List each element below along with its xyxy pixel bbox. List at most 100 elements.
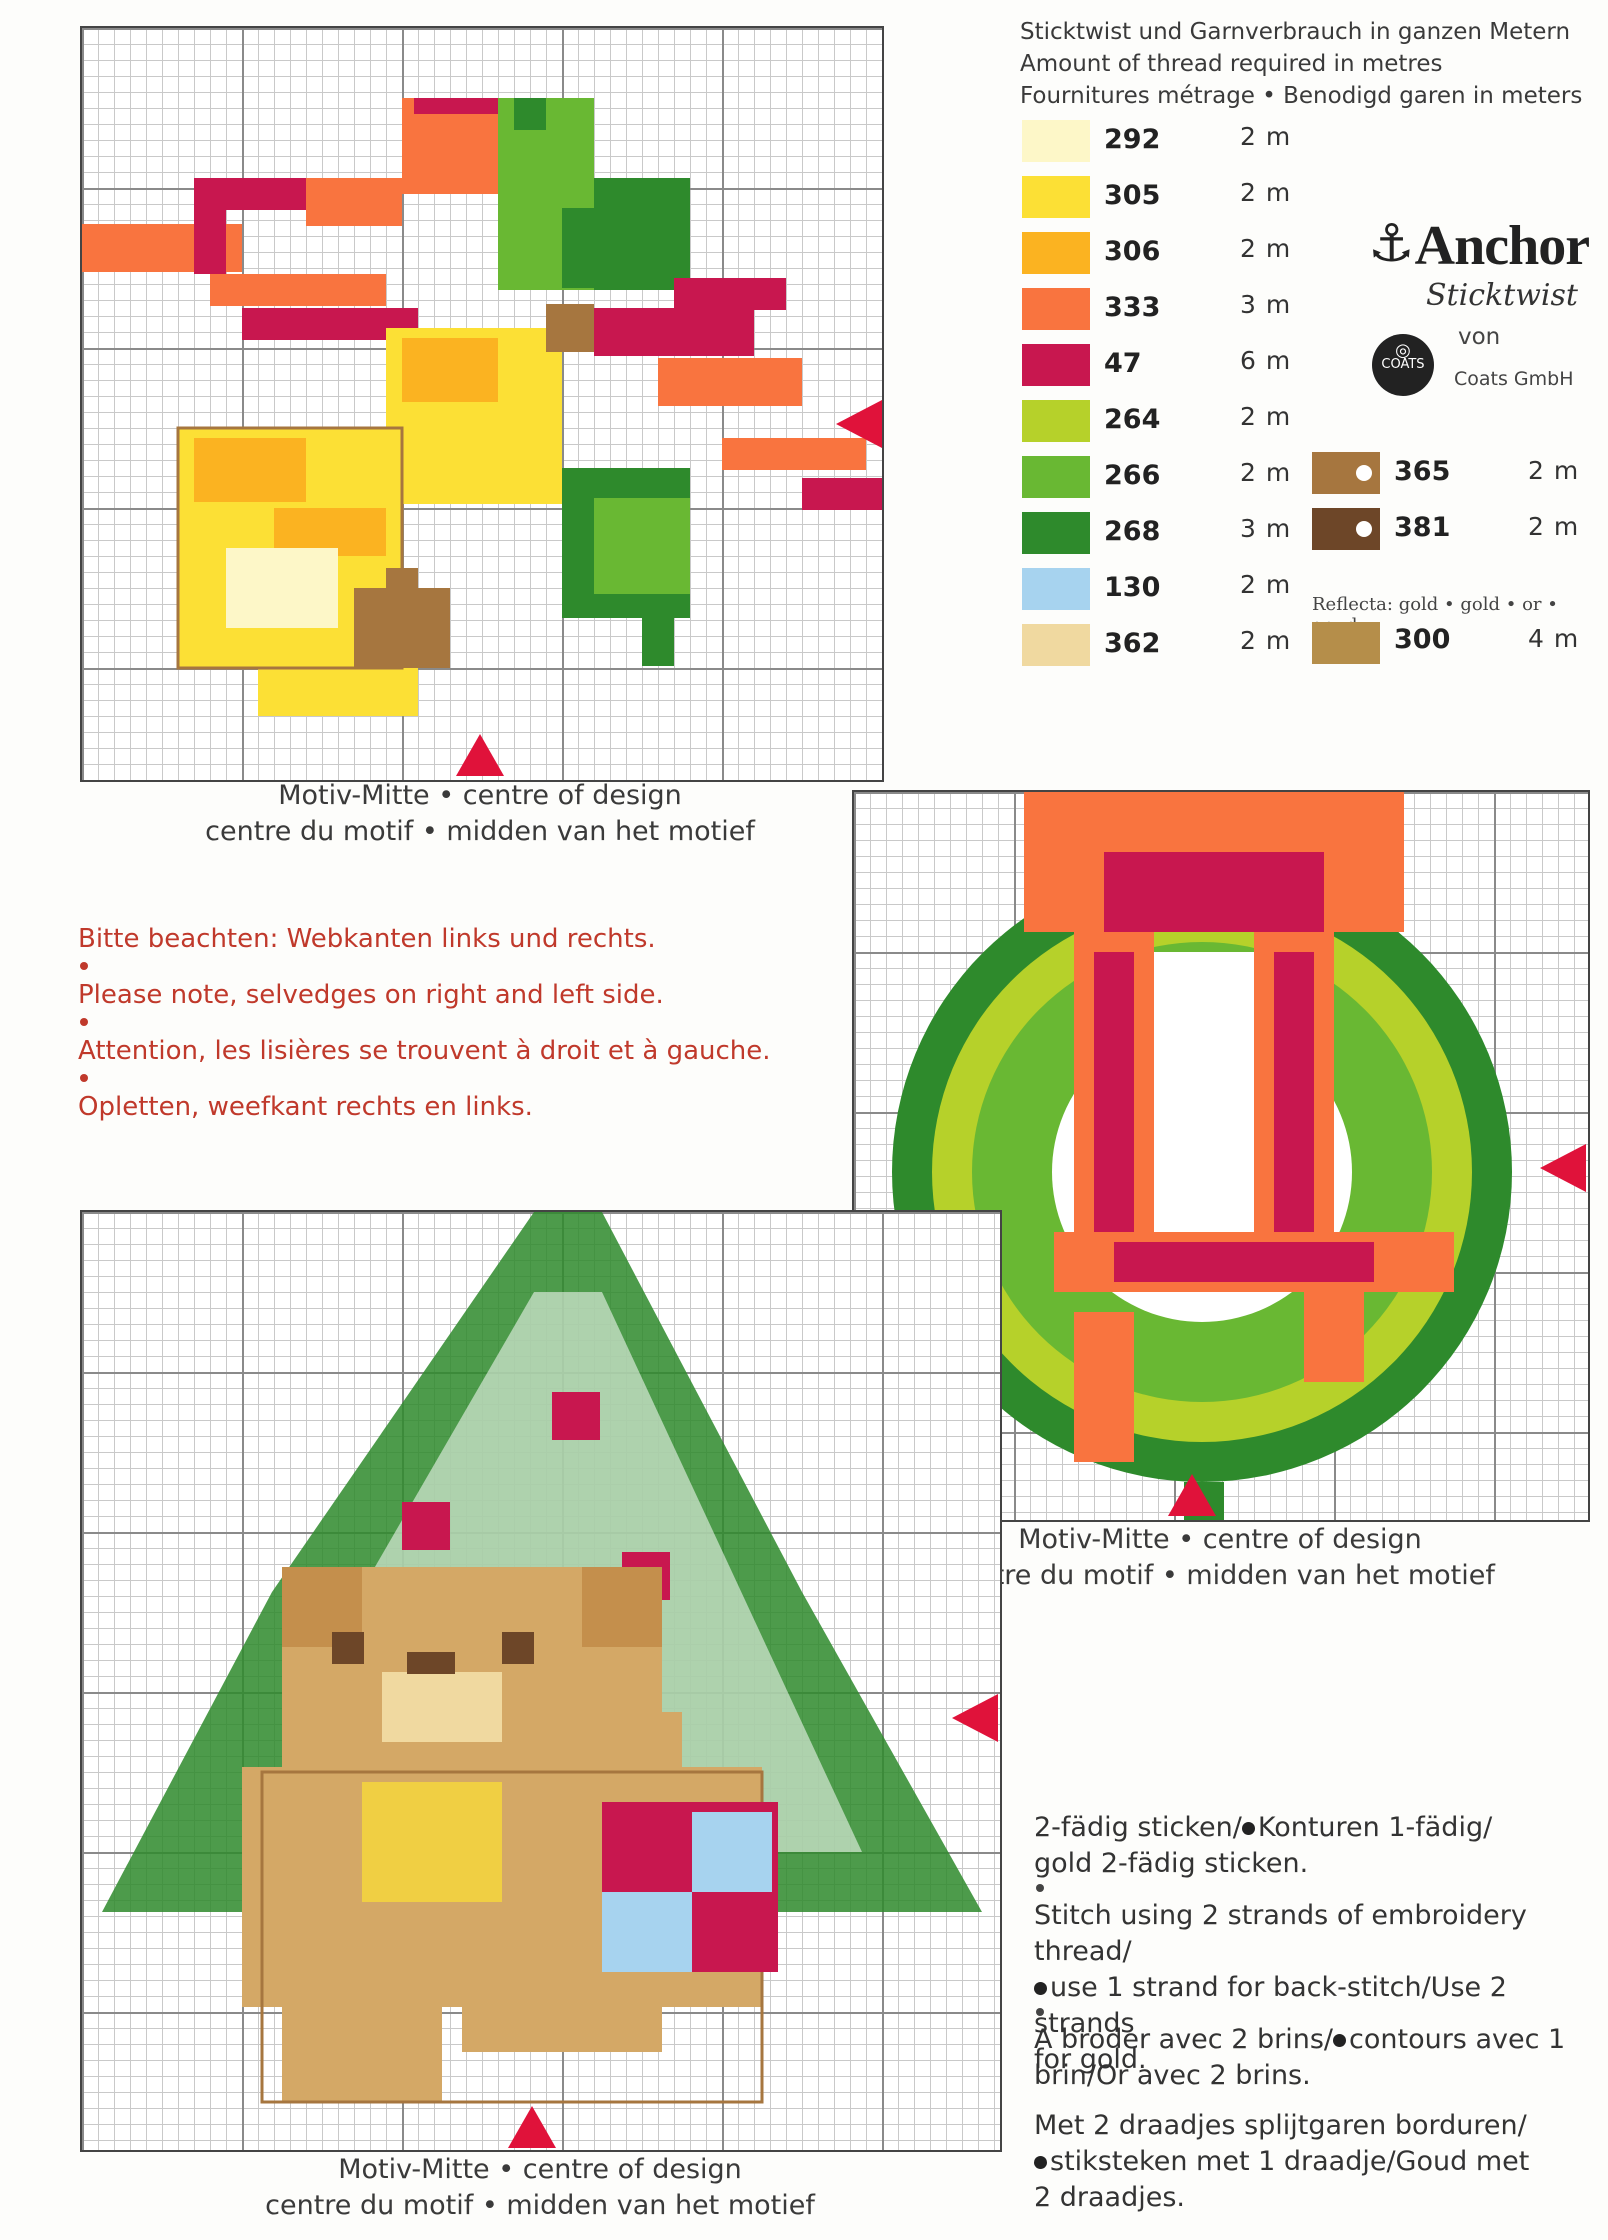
thread-code-381: 381 [1394,512,1451,543]
separator-dot [1036,1884,1044,1892]
thread-amount-268: 3 m [1240,514,1292,543]
thread-code-305: 305 [1104,180,1161,211]
thread-amount-266: 2 m [1240,458,1292,487]
thread-amount-300: 4 m [1528,624,1580,653]
thread-swatch-300 [1312,622,1380,664]
separator-dot [1036,2008,1044,2016]
thread-swatch-305 [1022,176,1090,218]
caption-line-2: centre du motif • midden van het motief [265,2190,815,2221]
legend-header-de: Sticktwist und Garnverbrauch in ganzen M… [1020,19,1571,45]
caption-line-1: Motiv-Mitte • centre of design [338,2154,742,2185]
note-fr: Attention, les lisières se trouvent à dr… [78,1036,771,1066]
bell-motif [82,98,882,716]
coats-badge-icon: ◎ [1395,340,1411,361]
wreath-caption: Motiv-Mitte • centre of design centre du… [920,1522,1520,1594]
instr-text: 2-fädig sticken/ [1034,1812,1242,1843]
bullet-dot-icon [1034,1982,1047,1995]
instr-text: contours avec 1 [1349,2024,1566,2055]
note-en: Please note, selvedges on right and left… [78,980,664,1010]
thread-swatch-365 [1312,452,1380,494]
note-dot [80,1074,88,1082]
bullet-dot-icon [1241,1822,1255,1835]
instr-text: gold 2-fädig sticken. [1034,1848,1309,1879]
brand-name: Anchor [1414,215,1590,277]
thread-code-264: 264 [1104,404,1161,435]
coats-badge: ◎ COATS [1372,334,1434,396]
wreath-motif [892,792,1512,1520]
thread-code-362: 362 [1104,628,1161,659]
caption-line-1: Motiv-Mitte • centre of design [1018,1524,1422,1555]
teddy-caption: Motiv-Mitte • centre of design centre du… [240,2152,840,2224]
centre-marker-right [1540,1144,1586,1192]
note-dot [80,962,88,970]
brand-von: von [1458,324,1501,350]
thread-amount-264: 2 m [1240,402,1292,431]
thread-code-333: 333 [1104,292,1161,323]
brand-subtitle: Sticktwist [1426,278,1578,313]
bell-caption: Motiv-Mitte • centre of design centre du… [180,778,780,850]
thread-code-47: 47 [1104,348,1142,379]
thread-swatch-264 [1022,400,1090,442]
bullet-dot-icon [1333,2034,1346,2047]
thread-amount-305: 2 m [1240,178,1292,207]
caption-line-2: centre du motif • midden van het motief [945,1560,1495,1591]
thread-code-306: 306 [1104,236,1161,267]
instr-text: Met 2 draadjes splijtgaren borduren/ [1034,2110,1527,2141]
coats-badge-text: COATS [1381,357,1425,372]
thread-code-266: 266 [1104,460,1161,491]
thread-swatch-306 [1022,232,1090,274]
thread-amount-362: 2 m [1240,626,1292,655]
thread-swatch-381 [1312,508,1380,550]
thread-code-130: 130 [1104,572,1161,603]
centre-marker-right [836,400,882,448]
thread-amount-333: 3 m [1240,290,1292,319]
legend-header: Sticktwist und Garnverbrauch in ganzen M… [1020,16,1582,112]
thread-swatch-268 [1022,512,1090,554]
instructions-fr: A broder avec 2 brins/contours avec 1 br… [1034,2022,1594,2094]
thread-code-365: 365 [1394,456,1451,487]
thread-code-268: 268 [1104,516,1161,547]
instr-text: for gold. [1034,2044,1147,2075]
centre-marker-bottom [508,2106,556,2148]
instructions-nl: Met 2 draadjes splijtgaren borduren/ sti… [1034,2108,1594,2216]
instructions-de: 2-fädig sticken/Konturen 1-fädig/ gold 2… [1034,1810,1594,1882]
centre-marker-bottom [1168,1474,1216,1516]
thread-swatch-292 [1022,120,1090,162]
thread-swatch-130 [1022,568,1090,610]
instr-text: Stitch using 2 strands of embroidery thr… [1034,1900,1527,1967]
note-nl: Opletten, weefkant rechts en links. [78,1092,533,1122]
teddy-motif [102,1212,982,2104]
anchor-logo: ⚓Anchor [1368,214,1590,278]
thread-code-300: 300 [1394,624,1451,655]
instructions-en: Stitch using 2 strands of embroidery thr… [1034,1898,1594,2078]
thread-amount-130: 2 m [1240,570,1292,599]
instr-text: A broder avec 2 brins/ [1034,2024,1333,2055]
thread-code-292: 292 [1104,124,1161,155]
thread-amount-292: 2 m [1240,122,1292,151]
instr-text: use 1 strand for back-stitch/Use 2 stran… [1034,1972,1507,2039]
thread-amount-365: 2 m [1528,456,1580,485]
bullet-dot-icon [1034,2156,1047,2169]
thread-amount-306: 2 m [1240,234,1292,263]
centre-marker-right [952,1694,998,1742]
instr-text: 2 draadjes. [1034,2182,1185,2213]
wreath-chart [852,790,1590,1522]
thread-amount-381: 2 m [1528,512,1580,541]
note-dot [80,1018,88,1026]
instr-text: Konturen 1-fädig/ [1257,1812,1493,1843]
instr-text: brin/Or avec 2 brins. [1034,2060,1311,2091]
thread-swatch-47 [1022,344,1090,386]
thread-swatch-362 [1022,624,1090,666]
centre-marker-bottom [456,734,504,776]
thread-swatch-266 [1022,456,1090,498]
thread-swatch-333 [1022,288,1090,330]
anchor-icon: ⚓ [1368,214,1415,274]
brand-company: Coats GmbH [1454,368,1574,390]
instr-text: stiksteken met 1 draadje/Goud met [1050,2146,1530,2177]
caption-line-1: Motiv-Mitte • centre of design [278,780,682,811]
note-de: Bitte beachten: Webkanten links und rech… [78,924,656,954]
legend-header-en: Amount of thread required in metres [1020,51,1443,77]
legend-header-fr-nl: Fournitures métrage • Benodigd garen in … [1020,83,1583,109]
thread-amount-47: 6 m [1240,346,1292,375]
teddy-chart [80,1210,1002,2152]
